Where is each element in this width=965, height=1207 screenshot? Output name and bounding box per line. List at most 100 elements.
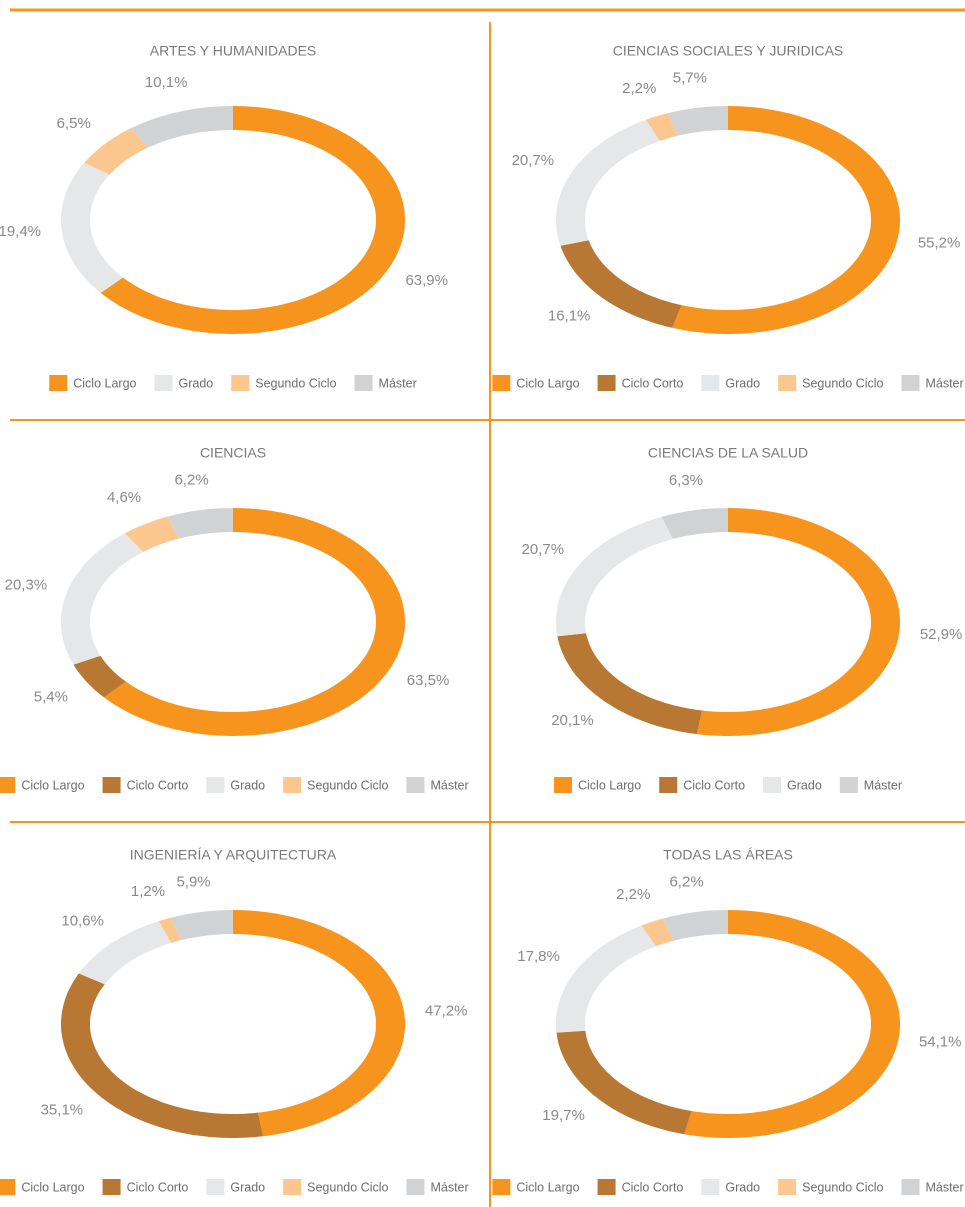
donut-segment [84,128,149,175]
chart-title: CIENCIAS SOCIALES Y JURIDICAS [613,43,844,59]
data-label: 52,9% [920,626,963,643]
data-label: 5,7% [673,69,707,86]
legend-swatch [283,777,302,793]
data-label: 4,6% [107,489,141,506]
legend-label: Segundo Ciclo [307,778,388,792]
data-label: 6,2% [669,874,703,891]
legend-swatch [778,1179,797,1195]
legend-label: Máster [379,376,417,390]
data-label: 54,1% [919,1033,962,1050]
donut-segment [130,106,233,148]
chart-title: CIENCIAS DE LA SALUD [648,445,808,461]
data-label: 16,1% [548,307,591,324]
chart-title: CIENCIAS [200,445,266,461]
data-label: 2,2% [622,80,656,97]
donut-segment [556,516,673,637]
donut-segment [104,508,405,736]
donut-segment [100,106,405,334]
legend-swatch [839,777,858,793]
legend-swatch [102,777,121,793]
donut-segment [158,917,182,943]
donut-segment [557,633,703,735]
data-label: 20,7% [512,152,555,169]
data-label: 20,1% [551,712,594,729]
data-label: 63,5% [407,672,450,689]
data-label: 17,8% [517,948,560,965]
chart-title: ARTES Y HUMANIDADES [150,43,317,59]
donut-segment [641,918,674,947]
legend-swatch [206,777,225,793]
data-label: 35,1% [41,1101,84,1118]
chart-title: INGENIERÍA Y ARQUITECTURA [130,847,337,863]
legend-swatch [0,1179,16,1195]
legend-label: Máster [864,778,902,792]
legend-label: Grado [725,376,760,390]
legend-label: Ciclo Corto [683,778,745,792]
legend-swatch [901,1179,920,1195]
donut-segment [167,508,233,539]
data-label: 20,7% [522,541,565,558]
donut-segment [73,655,126,698]
legend-swatch [597,375,616,391]
donut-segment [61,162,123,293]
legend-swatch [701,1179,720,1195]
legend-label: Ciclo Largo [578,778,641,792]
legend-label: Máster [430,1180,468,1194]
legend-swatch [778,375,797,391]
legend-label: Ciclo Largo [516,1180,579,1194]
legend-label: Grado [230,778,265,792]
legend-swatch [283,1179,302,1195]
legend-label: Máster [430,778,468,792]
legend-swatch [406,1179,425,1195]
legend-swatch [49,375,68,391]
data-label: 55,2% [918,235,961,252]
data-label: 6,5% [57,115,91,132]
data-label: 10,6% [61,913,104,930]
data-label: 1,2% [131,883,165,900]
data-label: 63,9% [405,272,448,289]
donut-segment [696,508,900,736]
legend-swatch [492,375,511,391]
donut-segment [646,113,678,141]
data-label: 6,3% [669,472,703,489]
legend-label: Máster [925,376,963,390]
legend-swatch [231,375,250,391]
data-label: 6,2% [174,472,208,489]
legend-label: Segundo Ciclo [802,1180,883,1194]
donut-segment [61,973,264,1138]
legend-label: Grado [178,376,213,390]
donut-segment [61,533,144,665]
donut-segment [78,921,172,985]
donut-segment [672,106,900,334]
legend-label: Ciclo Largo [73,376,136,390]
legend-swatch [154,375,173,391]
legend-swatch [354,375,373,391]
data-label: 10,1% [145,74,188,91]
legend-swatch [492,1179,511,1195]
data-label: 5,9% [176,873,210,890]
donut-segment [684,910,900,1138]
data-label: 2,2% [616,886,650,903]
legend-swatch [406,777,425,793]
donut-segment [560,240,682,328]
donut-segment [556,119,660,246]
donut-segment [556,925,656,1033]
legend-label: Grado [230,1180,265,1194]
data-label: 19,4% [0,223,41,240]
legend-label: Segundo Ciclo [307,1180,388,1194]
donut-segment [233,910,405,1137]
legend-swatch [701,375,720,391]
donut-segment [662,910,728,941]
legend-swatch [763,777,782,793]
legend-label: Ciclo Corto [127,1180,189,1194]
legend-label: Grado [725,1180,760,1194]
legend-swatch [597,1179,616,1195]
legend-label: Ciclo Corto [622,1180,684,1194]
legend-swatch [901,375,920,391]
donut-segment [667,106,728,136]
legend-label: Segundo Ciclo [802,376,883,390]
legend-label: Ciclo Largo [21,778,84,792]
legend-swatch [102,1179,121,1195]
